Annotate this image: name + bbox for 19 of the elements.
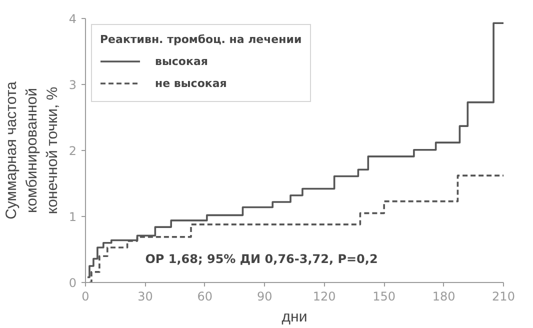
x-tick-label: 0 (82, 290, 90, 304)
legend-title: Реактивн. тромбоц. на лечении (100, 33, 302, 46)
x-tick-label: 30 (138, 290, 153, 304)
x-tick-label: 90 (257, 290, 272, 304)
annotation: ОР 1,68; 95% ДИ 0,76-3,72, P=0,2 (145, 252, 378, 266)
x-tick-label: 60 (197, 290, 213, 304)
x-tick-label: 120 (312, 290, 336, 304)
x-tick-label: 150 (372, 290, 396, 304)
y-tick-label: 4 (68, 12, 77, 26)
legend-label: не высокая (155, 76, 227, 90)
x-tick-label: 180 (432, 290, 456, 304)
x-tick-label: 210 (492, 290, 515, 304)
y-tick-label: 0 (68, 276, 77, 290)
y-tick-label: 1 (68, 210, 77, 224)
y-tick-label: 2 (68, 144, 77, 158)
y-tick-label: 3 (68, 78, 77, 92)
legend-label: высокая (155, 54, 208, 68)
y-axis-title: Суммарная частота комбинированной конечной точки, % (3, 80, 61, 220)
x-axis-title: дни (282, 308, 308, 326)
